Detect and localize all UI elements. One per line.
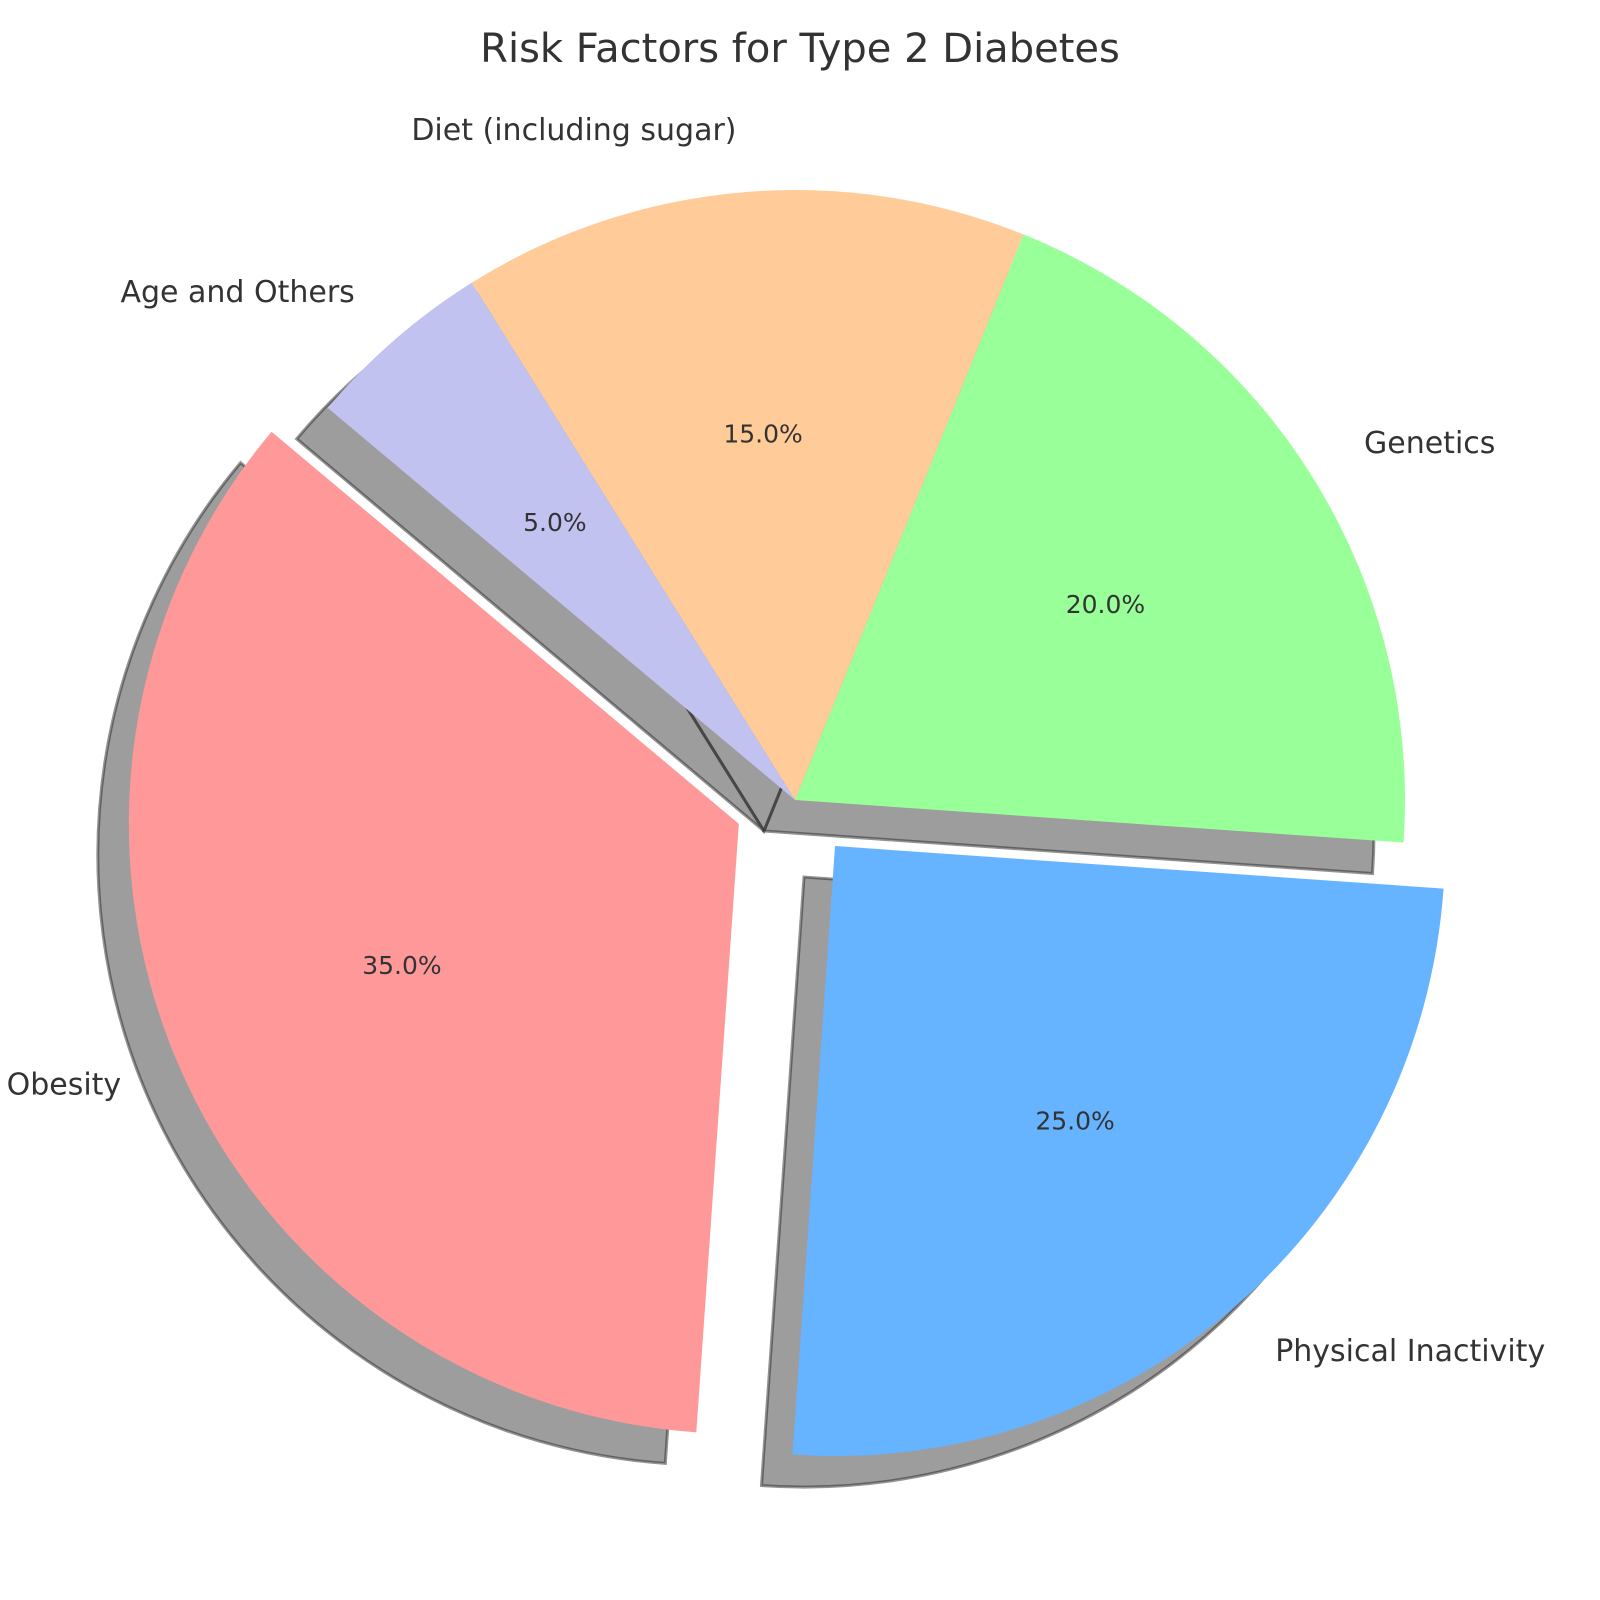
slice-label-physical-inactivity: Physical Inactivity (1275, 1334, 1545, 1369)
slice-labels: Obesity 35.0% Physical Inactivity 25.0% Gene… (7, 113, 1546, 1369)
slice-label-obesity: Obesity (7, 1068, 122, 1103)
slice-obesity (128, 431, 739, 1433)
slice-genetics (795, 234, 1405, 843)
pct-label-obesity: 35.0% (362, 951, 441, 980)
slice-label-diet-including-sugar: Diet (including sugar) (411, 113, 736, 148)
pct-label-age-and-others: 5.0% (523, 508, 587, 537)
slice-age-and-others (327, 282, 795, 800)
slice-label-genetics: Genetics (1364, 426, 1495, 461)
pie-slices (128, 190, 1444, 1457)
pct-label-genetics: 20.0% (1066, 590, 1145, 619)
pct-label-diet-including-sugar: 15.0% (723, 419, 802, 448)
slice-diet-including-sugar (471, 190, 1024, 800)
pct-label-physical-inactivity: 25.0% (1035, 1106, 1114, 1135)
slice-label-age-and-others: Age and Others (120, 275, 354, 310)
slice-physical-inactivity (792, 846, 1444, 1457)
chart-title: Risk Factors for Type 2 Diabetes (480, 26, 1120, 72)
